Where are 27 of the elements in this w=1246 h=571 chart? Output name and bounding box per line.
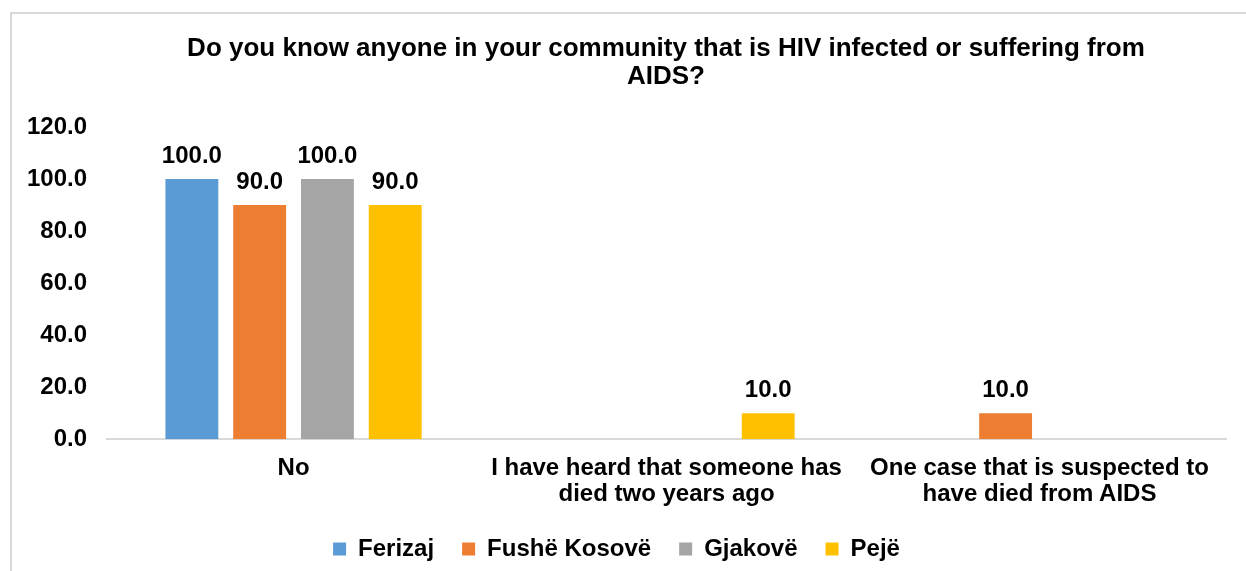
x-tick-label: One case that is suspected to have died from AIDS (870, 453, 1209, 507)
y-tick-label: 60.0 (40, 267, 88, 295)
x-tick-label: I have heard that someone has died two years ago (491, 453, 842, 507)
legend-label: Gjakovë (704, 533, 798, 561)
bar (233, 205, 287, 440)
bar (979, 413, 1033, 440)
x-tick-label: No (277, 453, 310, 481)
data-label: 100.0 (297, 141, 358, 169)
bar (368, 205, 422, 440)
bar (301, 179, 354, 440)
data-label: 100.0 (161, 141, 222, 169)
legend-label: Pejë (850, 533, 900, 561)
y-tick-label: 80.0 (40, 215, 88, 243)
y-tick-label: 0.0 (53, 423, 88, 451)
y-tick-label: 20.0 (40, 371, 88, 399)
y-tick-label: 120.0 (27, 111, 88, 139)
data-label: 90.0 (371, 167, 419, 195)
legend-label: Fushë Kosovë (487, 533, 652, 561)
data-label: 10.0 (982, 375, 1029, 403)
bar (165, 179, 219, 440)
y-tick-label: 40.0 (40, 319, 88, 347)
data-label: 90.0 (236, 167, 284, 195)
y-tick-label: 100.0 (27, 163, 88, 191)
legend-label: Ferizaj (358, 533, 435, 561)
chart-title: Do you know anyone in your community that is HIV infected or suffering from AIDS? (186, 32, 1146, 90)
data-label: 10.0 (744, 375, 792, 403)
bar (741, 413, 795, 440)
